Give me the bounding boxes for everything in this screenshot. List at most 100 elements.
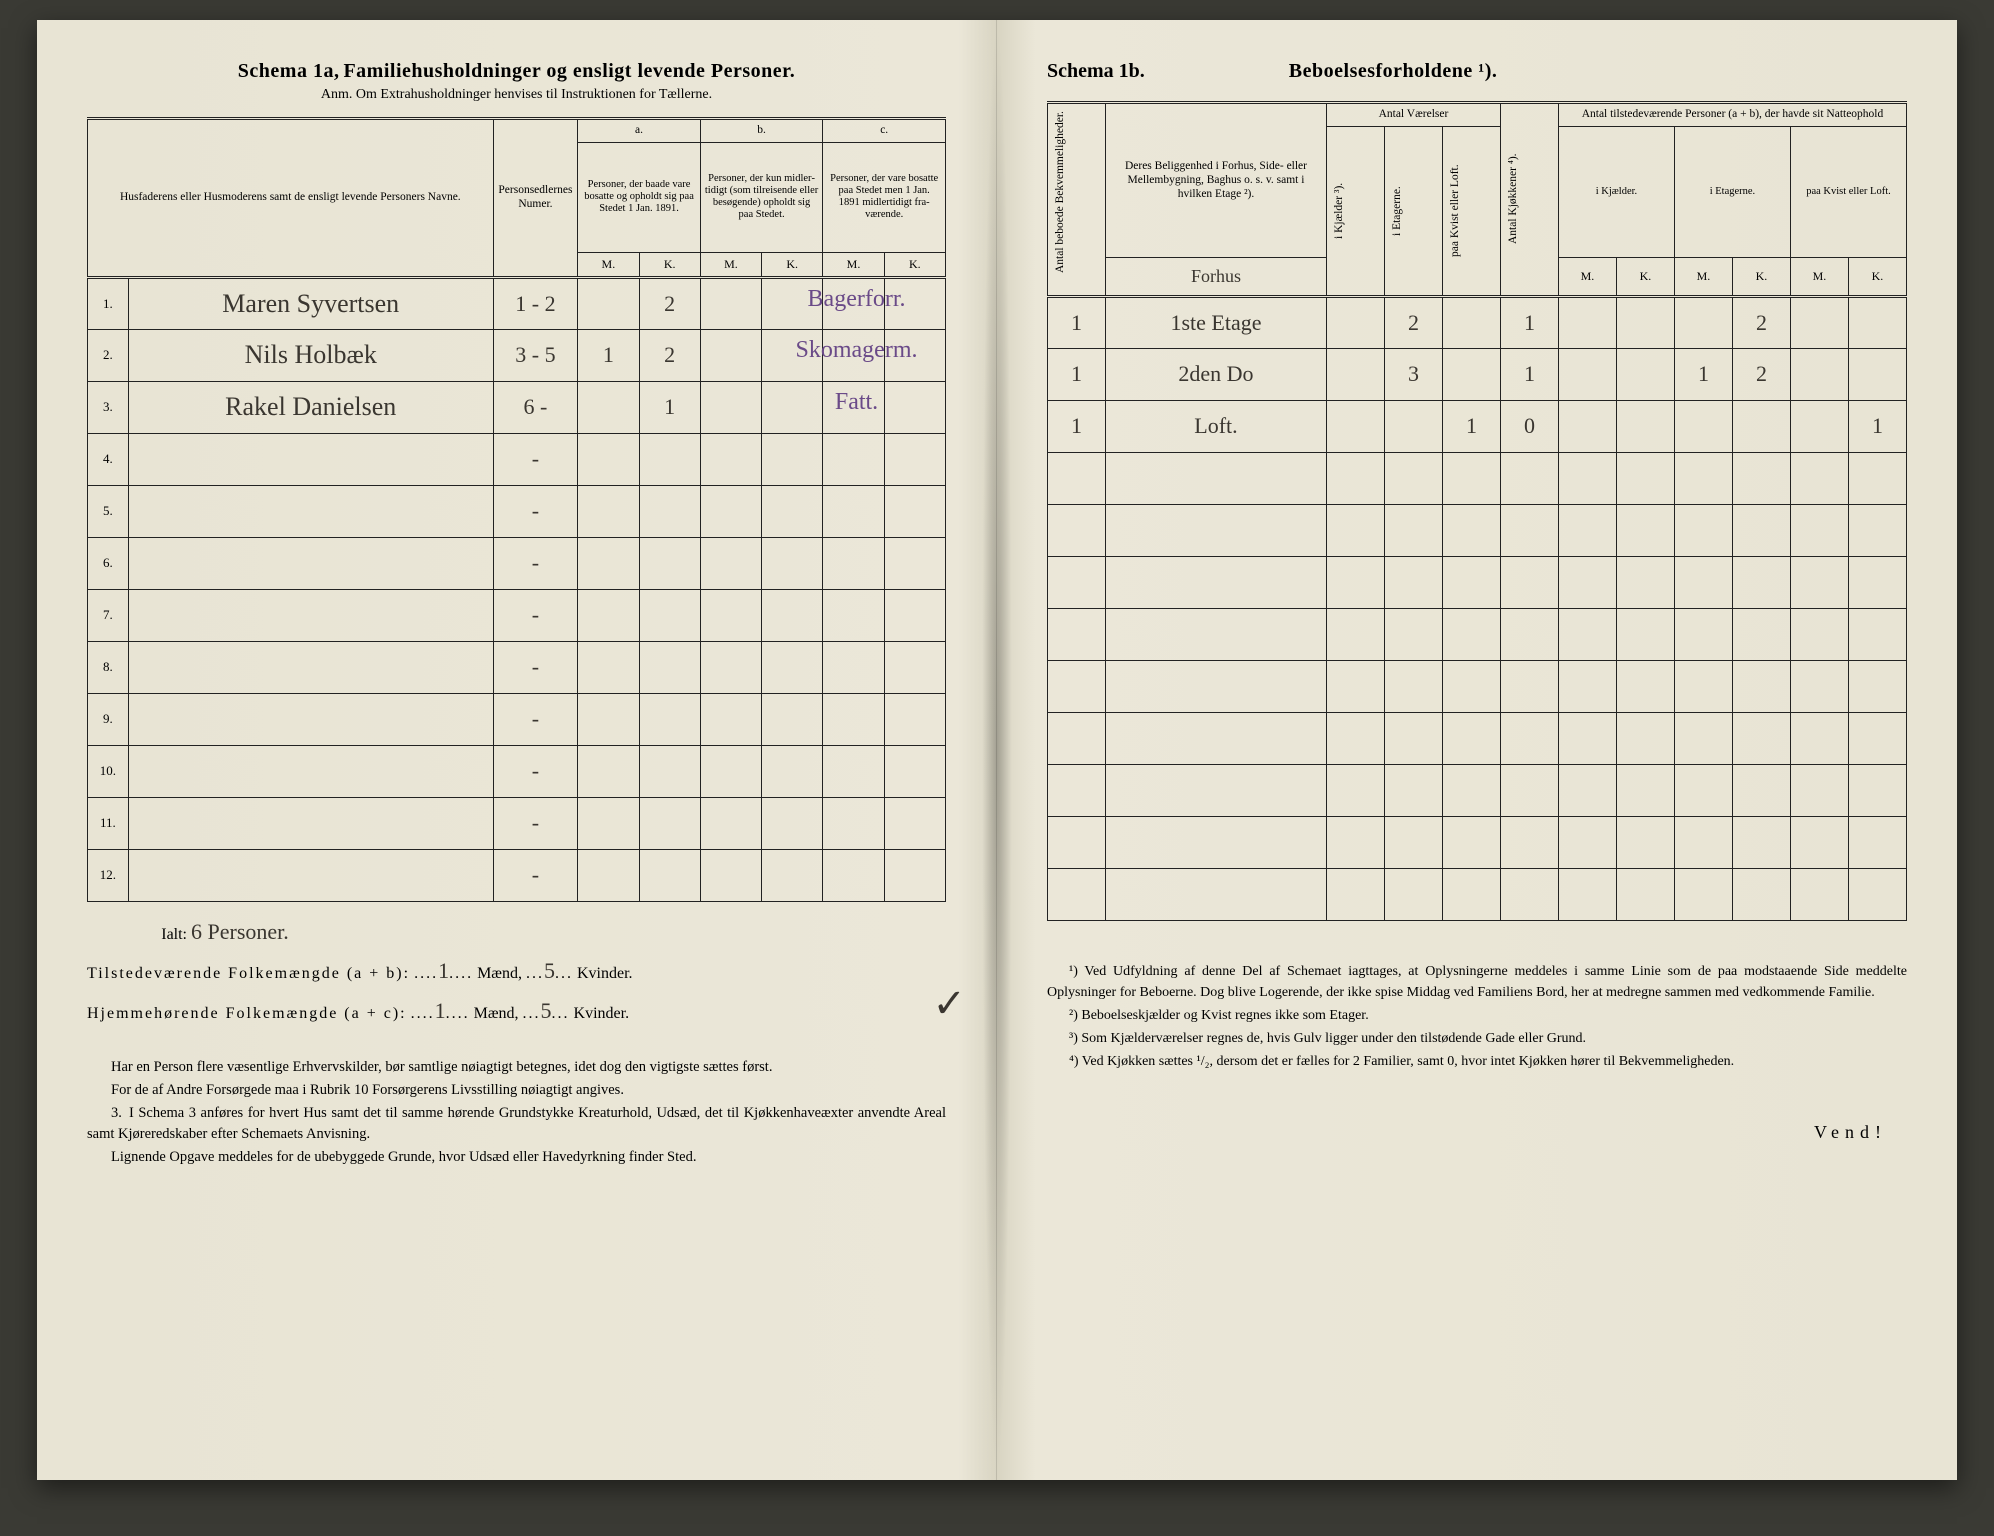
cell-vaer-kjael <box>1326 348 1384 400</box>
hjemme-k: 5 <box>541 998 552 1023</box>
tilst-kjael: i Kjæl­der. <box>1558 126 1674 258</box>
col-belig-header: Deres Beliggenhed i Forhus, Side- eller … <box>1106 103 1327 258</box>
cell-name <box>128 589 493 641</box>
row-num: 10. <box>88 745 129 797</box>
row-num: 4. <box>88 433 129 485</box>
cell-c-k <box>884 589 945 641</box>
cell-kj-k <box>1616 608 1674 660</box>
cell-personsedler: - <box>493 537 578 589</box>
cell-vaer-kvist <box>1442 504 1500 556</box>
cell-name <box>128 745 493 797</box>
cell-vaer-kjael <box>1326 712 1384 764</box>
table-row: 4.- <box>88 433 946 485</box>
cell-personsedler: - <box>493 641 578 693</box>
cell-a-m <box>578 797 639 849</box>
cell-vaer-etag <box>1384 452 1442 504</box>
cell-kj-k <box>1616 868 1674 920</box>
cell-belig <box>1106 452 1327 504</box>
schema-1a-title: Familiehusholdninger og ensligt levende … <box>343 60 795 82</box>
table-row <box>1048 660 1907 712</box>
cell-vaer-kvist <box>1442 608 1500 660</box>
cell-et-k <box>1732 712 1790 764</box>
cell-kj-m <box>1558 504 1616 556</box>
cell-kjokken: 1 <box>1500 348 1558 400</box>
cell-b-k <box>762 641 823 693</box>
cell-vaer-kvist <box>1442 764 1500 816</box>
cell-kj-m <box>1558 452 1616 504</box>
cell-kjokken <box>1500 608 1558 660</box>
cell-et-m: 1 <box>1674 348 1732 400</box>
cell-kv-k <box>1848 868 1906 920</box>
cell-b-m <box>700 641 761 693</box>
cell-vaer-kjael <box>1326 868 1384 920</box>
cell-kv-m <box>1790 712 1848 764</box>
cell-a-k <box>639 641 700 693</box>
cell-vaer-kvist: 1 <box>1442 400 1500 452</box>
table-row: 3.Rakel Danielsen6 -1Fatt. <box>88 381 946 433</box>
cell-personsedler: 3 - 5 <box>493 329 578 381</box>
cell-name <box>128 641 493 693</box>
cell-vaer-etag: 3 <box>1384 348 1442 400</box>
schema-1b-table: Antal beboede Bekvemmeligheder. Deres Be… <box>1047 101 1907 921</box>
col-kjokken-header: Antal Kjøkkener ⁴). <box>1500 103 1558 297</box>
table-row <box>1048 608 1907 660</box>
a-k: K. <box>639 252 700 277</box>
vend-label: Vend! <box>1047 1122 1907 1143</box>
table-row <box>1048 712 1907 764</box>
left-notes: Har en Person flere væsentlige Erhvervsk… <box>87 1057 946 1168</box>
cell-vaer-kjael <box>1326 556 1384 608</box>
col-personsedler-header: Person­sedler­nes Numer. <box>493 119 578 278</box>
cell-a-k <box>639 693 700 745</box>
fn-2: ²) Beboelseskjælder og Kvist regnes ikke… <box>1047 1005 1907 1026</box>
cell-kj-k <box>1616 660 1674 712</box>
note-l3: 3.I Schema 3 anføres for hvert Hus samt … <box>87 1103 946 1145</box>
cell-name <box>128 433 493 485</box>
cell-c-k <box>884 693 945 745</box>
hjemme-m: 1 <box>435 998 446 1023</box>
cell-a-k <box>639 797 700 849</box>
ialt-value: 6 Personer. <box>191 919 289 944</box>
table-row <box>1048 556 1907 608</box>
cell-kj-k <box>1616 712 1674 764</box>
cell-belig <box>1106 764 1327 816</box>
schema-1a-table: Husfaderens eller Husmode­rens samt de e… <box>87 117 946 902</box>
cell-kj-k <box>1616 504 1674 556</box>
cell-c-k <box>884 485 945 537</box>
cell-et-m <box>1674 608 1732 660</box>
cell-kj-k <box>1616 816 1674 868</box>
cell-bekv <box>1048 608 1106 660</box>
table-row <box>1048 816 1907 868</box>
cell-et-k <box>1732 868 1790 920</box>
cell-c-m: Fatt. <box>823 381 884 433</box>
cell-kj-m <box>1558 660 1616 712</box>
cell-et-m <box>1674 868 1732 920</box>
cell-kjokken <box>1500 764 1558 816</box>
cell-kv-m <box>1790 296 1848 348</box>
cell-c-m: Skomagerm. <box>823 329 884 381</box>
table-row: 5.- <box>88 485 946 537</box>
cell-kv-m <box>1790 764 1848 816</box>
cell-bekv <box>1048 816 1106 868</box>
cell-personsedler: - <box>493 485 578 537</box>
cell-vaer-kjael <box>1326 608 1384 660</box>
cell-kjokken <box>1500 556 1558 608</box>
cell-c-m <box>823 693 884 745</box>
cell-et-m <box>1674 400 1732 452</box>
cell-belig: 1ste Etage <box>1106 296 1327 348</box>
cell-kv-m <box>1790 504 1848 556</box>
cell-vaer-etag <box>1384 816 1442 868</box>
group-a-text: Personer, der baade vare bo­satte og oph… <box>578 142 701 252</box>
cell-b-m <box>700 693 761 745</box>
cell-belig <box>1106 816 1327 868</box>
cell-bekv <box>1048 452 1106 504</box>
cell-kjokken: 0 <box>1500 400 1558 452</box>
table-row: 9.- <box>88 693 946 745</box>
cell-kj-k <box>1616 556 1674 608</box>
cell-kj-m <box>1558 296 1616 348</box>
cell-kjokken <box>1500 816 1558 868</box>
cell-name <box>128 485 493 537</box>
cell-a-m <box>578 381 639 433</box>
table-row: 7.- <box>88 589 946 641</box>
cell-c-k <box>884 641 945 693</box>
c-m: M. <box>823 252 884 277</box>
